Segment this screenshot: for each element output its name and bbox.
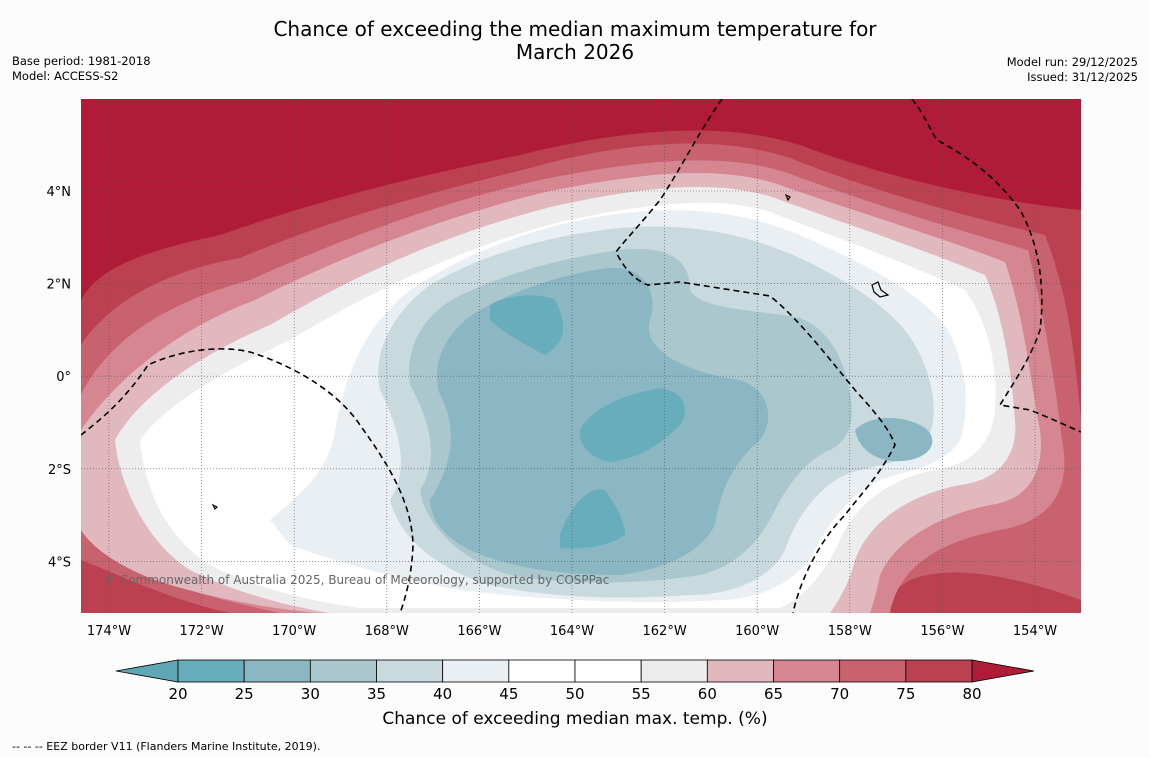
model-run: Model run: 29/12/2025 [1006,55,1138,69]
islands [211,193,890,511]
colorbar-tick-label: 25 [235,685,254,703]
band-20-25-c [560,489,625,549]
colorbar-bin [309,659,377,683]
lat-axis: 4°N 2°N 0° 2°S 4°S [47,185,72,570]
eez-border-central [615,99,896,613]
issued-date: Issued: 31/12/2025 [1027,70,1138,84]
colorbar-ticks: 20 25 30 35 40 45 50 55 60 65 70 75 80 [168,685,981,703]
colorbar-bin [905,659,973,683]
base-period: Base period: 1981-2018 [12,54,151,68]
colorbar-label: Chance of exceeding median max. temp. (%… [382,709,768,729]
island-west [211,503,219,511]
colorbar [115,659,1035,683]
colorbar-bin [706,659,774,683]
colorbar-extend-above [971,659,1035,683]
lon-tick-label: 172°W [180,624,224,639]
lon-tick-label: 170°W [272,624,316,639]
colorbar-extend-below [115,659,179,683]
colorbar-tick-label: 60 [698,685,717,703]
lat-tick-label: 4°S [48,555,71,570]
title-line-2: March 2026 [515,40,635,64]
lon-tick-label: 158°W [828,624,872,639]
lon-tick-label: 162°W [643,624,687,639]
footnote: -- -- -- EEZ border V11 (Flanders Marine… [12,740,321,753]
eez-borders [81,99,1081,613]
lon-tick-label: 174°W [87,624,131,639]
colorbar-tick-label: 35 [367,685,386,703]
colorbar-tick-label: 65 [764,685,783,703]
band-20-25-a [490,295,564,355]
lon-tick-label: 154°W [1013,624,1057,639]
colorbar-tick-label: 30 [301,685,320,703]
eez-border-west [81,348,414,613]
colorbar-tick-label: 75 [896,685,915,703]
title-line-1: Chance of exceeding the median maximum t… [273,17,877,41]
lon-axis: 174°W 172°W 170°W 168°W 166°W 164°W 162°W 160°W… [87,624,1057,639]
colorbar-tick-label: 55 [632,685,651,703]
colorbar-tick-label: 80 [962,685,981,703]
lat-tick-label: 0° [56,370,71,385]
band-20-25-b [579,388,685,462]
colorbar-bin [839,659,907,683]
lat-tick-label: 2°N [47,278,72,293]
meta-right: Model run: 29/12/2025 Issued: 31/12/2025 [1007,55,1138,85]
copyright-notice: © Commonwealth of Australia 2025, Bureau… [104,573,609,587]
colorbar-tick-label: 40 [433,685,452,703]
lon-tick-label: 166°W [457,624,501,639]
colorbar-bin [773,659,841,683]
band-25-30-east [855,418,933,462]
lat-tick-label: 2°S [48,463,71,478]
island-kiritimati [871,281,890,298]
lon-tick-label: 168°W [365,624,409,639]
chart-title: Chance of exceeding the median maximum t… [0,18,1150,64]
colorbar-tick-label: 45 [499,685,518,703]
lon-tick-label: 156°W [920,624,964,639]
colorbar-bin [243,659,311,683]
colorbar-tick-label: 20 [168,685,187,703]
colorbar-bin [442,659,510,683]
lon-tick-label: 160°W [735,624,779,639]
colorbar-tick-label: 50 [565,685,584,703]
lon-tick-label: 164°W [550,624,594,639]
meta-left: Base period: 1981-2018 Model: ACCESS-S2 [12,54,151,84]
model-name: Model: ACCESS-S2 [12,69,119,83]
colorbar-bin [376,659,444,683]
colorbar-bin [574,659,642,683]
colorbar-bin [177,659,245,683]
colorbar-tick-label: 70 [830,685,849,703]
colorbar-bin [640,659,708,683]
lat-tick-label: 4°N [47,185,72,200]
map-panel: © Commonwealth of Australia 2025, Bureau… [81,99,1081,613]
island-tabuaeran [784,193,791,202]
colorbar-bin [508,659,576,683]
